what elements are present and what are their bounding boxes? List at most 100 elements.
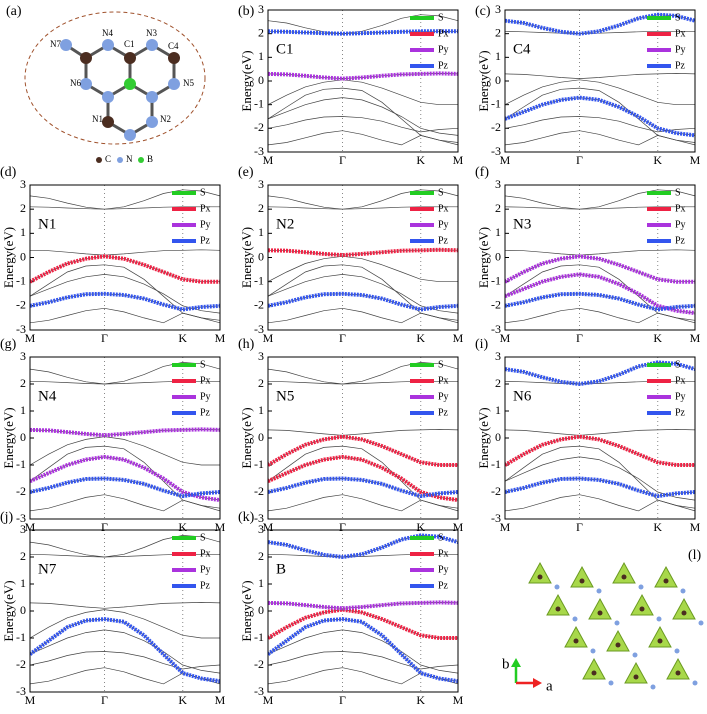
axis-arrow [533, 678, 542, 688]
x-tick-label: K [178, 331, 187, 345]
band [268, 97, 458, 136]
band [30, 189, 220, 210]
x-tick-label: K [178, 520, 187, 534]
x-tick-label: M [25, 331, 36, 345]
y-tick-label: -2 [254, 484, 264, 498]
density-lobe [630, 593, 654, 616]
y-tick-label: 2 [20, 201, 26, 215]
fat-band [268, 476, 458, 499]
y-tick-label: -1 [16, 273, 26, 287]
y-tick-label: 2 [258, 376, 264, 390]
atom-label: N6 [70, 78, 81, 88]
atom-label: N4 [38, 388, 57, 404]
legend-label: Px [200, 548, 211, 559]
legend-label: Pz [438, 407, 449, 418]
plot-frame [267, 529, 459, 693]
fat-band [505, 434, 695, 467]
y-tick-label: -2 [254, 120, 264, 134]
legend-label: S [200, 359, 206, 370]
fat-band [30, 476, 220, 499]
x-tick-label: M [690, 520, 701, 534]
x-tick-label: M [690, 331, 701, 345]
band [505, 30, 695, 35]
fat-band [30, 254, 220, 284]
atom-label: N1 [38, 216, 56, 232]
y-axis-label: Energy(eV) [239, 50, 254, 111]
x-tick-label: K [178, 693, 187, 707]
panel-label: (b) [238, 4, 255, 19]
legend-label: S [675, 359, 681, 370]
y-tick-label: -1 [254, 457, 264, 471]
y-tick-label: 0 [258, 603, 264, 617]
band [505, 87, 695, 143]
band [268, 362, 458, 385]
charge-density [528, 561, 704, 690]
plot-frame [29, 356, 221, 520]
x-tick-label: M [263, 520, 274, 534]
legend-label: Px [438, 548, 449, 559]
y-tick-label: 1 [258, 49, 264, 63]
panel-label: (i) [475, 337, 489, 352]
legend-label: C [105, 154, 111, 164]
fat-band [268, 600, 458, 611]
legend-label: Py [675, 44, 686, 55]
legend-label: Pz [675, 235, 686, 246]
x-tick-label: M [500, 520, 511, 534]
atom [591, 670, 597, 676]
x-tick-label: Γ [339, 520, 346, 534]
fat-band [268, 533, 458, 560]
band [30, 609, 220, 639]
y-tick-label: -3 [491, 144, 501, 158]
x-tick-label: K [653, 331, 662, 345]
x-tick-label: M [215, 520, 226, 534]
y-tick-label: 2 [20, 376, 26, 390]
density-lobe [570, 565, 594, 588]
legend-swatch [96, 157, 102, 163]
plot-frame [267, 356, 459, 520]
atom [675, 670, 681, 676]
y-tick-label: 2 [495, 25, 501, 39]
atom-label: N5 [183, 78, 194, 88]
atom-label: N6 [513, 388, 532, 404]
panel-label: (c) [475, 4, 491, 19]
x-tick-label: M [453, 520, 464, 534]
plot-frame [267, 9, 459, 153]
y-axis-label: Energy(eV) [476, 407, 491, 468]
y-tick-label: 3 [495, 177, 501, 191]
y-tick-label: -3 [254, 684, 264, 698]
y-tick-label: 0 [495, 430, 501, 444]
x-tick-label: Γ [576, 153, 583, 167]
fat-band [505, 254, 695, 284]
legend-label: Py [200, 219, 211, 230]
legend-label: Px [675, 375, 686, 386]
y-tick-label: 1 [258, 225, 264, 239]
atom-label: N3 [513, 216, 531, 232]
y-tick-label: -3 [16, 684, 26, 698]
fat-band [505, 476, 695, 499]
y-tick-label: -1 [16, 457, 26, 471]
atom [554, 584, 560, 590]
band [30, 436, 220, 466]
y-tick-label: -2 [16, 484, 26, 498]
axis-label: a [546, 678, 553, 694]
atom [608, 680, 614, 686]
y-tick-label: 0 [20, 430, 26, 444]
band [505, 249, 695, 256]
y-tick-label: -1 [491, 457, 501, 471]
legend-label: Py [438, 219, 449, 230]
band [268, 189, 458, 210]
legend-label: S [438, 12, 444, 23]
plot-frame [504, 184, 696, 331]
panel-label: (l) [688, 548, 702, 563]
band [268, 618, 458, 682]
x-tick-label: M [500, 153, 511, 167]
atom [597, 610, 603, 616]
band [505, 79, 695, 106]
legend-label: Pz [438, 580, 449, 591]
atom-label: N5 [276, 388, 294, 404]
x-tick-label: M [25, 693, 36, 707]
atom [657, 638, 663, 644]
legend-label: Px [200, 203, 211, 214]
